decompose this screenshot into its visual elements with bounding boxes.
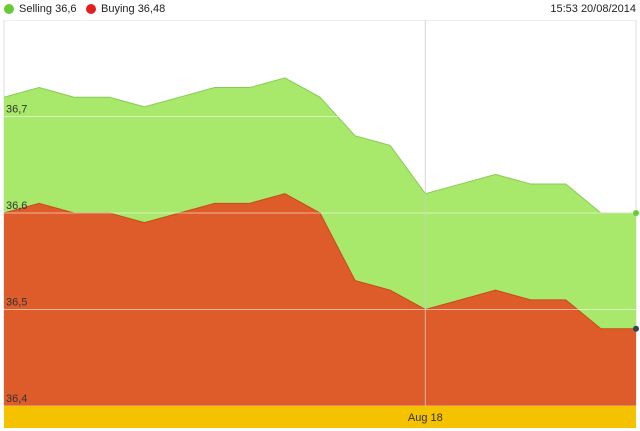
area-chart[interactable]: 36,7 36,6 36,5 36,4 Aug 18 <box>0 20 640 431</box>
series-area-buying <box>4 193 636 406</box>
buying-marker-icon <box>86 4 96 14</box>
legend-label-buying: Buying 36,48 <box>101 3 166 15</box>
y-tick-label: 36,4 <box>6 393 27 405</box>
series-end-marker-selling <box>633 210 639 216</box>
x-axis-band <box>4 406 636 428</box>
legend-label-selling: Selling 36,6 <box>19 3 77 15</box>
y-tick-label: 36,5 <box>6 297 27 309</box>
y-tick-label: 36,7 <box>6 104 27 116</box>
series-line-selling <box>3 77 636 214</box>
chart-header: Selling 36,6 Buying 36,48 15:53 20/08/20… <box>0 0 640 20</box>
selling-marker-icon <box>4 4 14 14</box>
y-tick-label: 36,6 <box>6 200 27 212</box>
series-end-marker-buying <box>633 325 639 332</box>
legend-item-buying[interactable]: Buying 36,48 <box>86 3 165 15</box>
legend-item-selling[interactable]: Selling 36,6 <box>4 3 77 15</box>
plot-area: 36,7 36,6 36,5 36,4 Aug 18 <box>3 20 639 428</box>
x-tick-label: Aug 18 <box>408 412 443 424</box>
timestamp: 15:53 20/08/2014 <box>550 3 636 15</box>
